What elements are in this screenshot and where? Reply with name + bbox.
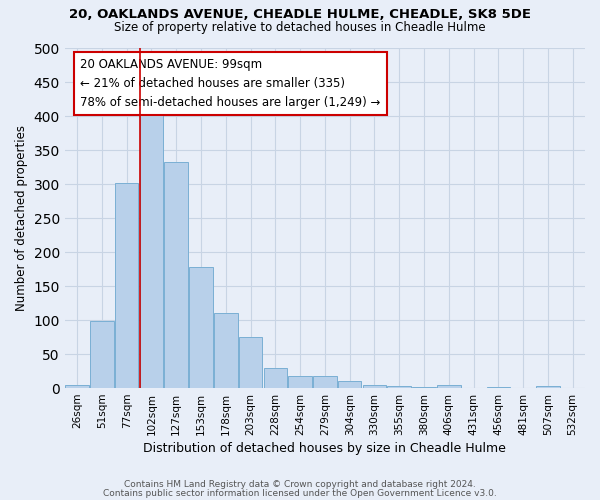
- Bar: [487, 386, 510, 388]
- Bar: [140, 107, 163, 388]
- X-axis label: Distribution of detached houses by size in Cheadle Hulme: Distribution of detached houses by size …: [143, 442, 506, 455]
- Bar: [214, 312, 238, 388]
- Bar: [65, 386, 89, 388]
- Text: 20, OAKLANDS AVENUE, CHEADLE HULME, CHEADLE, SK8 5DE: 20, OAKLANDS AVENUE, CHEADLE HULME, CHEA…: [69, 8, 531, 20]
- Bar: [362, 384, 386, 388]
- Bar: [412, 386, 436, 388]
- Bar: [388, 386, 411, 388]
- Bar: [90, 320, 114, 388]
- Bar: [536, 386, 560, 388]
- Text: Size of property relative to detached houses in Cheadle Hulme: Size of property relative to detached ho…: [114, 21, 486, 34]
- Bar: [189, 267, 213, 388]
- Bar: [289, 376, 312, 388]
- Bar: [437, 384, 461, 388]
- Bar: [239, 337, 262, 388]
- Bar: [115, 182, 139, 388]
- Bar: [164, 162, 188, 388]
- Bar: [338, 382, 361, 388]
- Bar: [313, 376, 337, 388]
- Text: Contains public sector information licensed under the Open Government Licence v3: Contains public sector information licen…: [103, 488, 497, 498]
- Bar: [263, 368, 287, 388]
- Text: 20 OAKLANDS AVENUE: 99sqm
← 21% of detached houses are smaller (335)
78% of semi: 20 OAKLANDS AVENUE: 99sqm ← 21% of detac…: [80, 58, 381, 109]
- Y-axis label: Number of detached properties: Number of detached properties: [15, 125, 28, 311]
- Text: Contains HM Land Registry data © Crown copyright and database right 2024.: Contains HM Land Registry data © Crown c…: [124, 480, 476, 489]
